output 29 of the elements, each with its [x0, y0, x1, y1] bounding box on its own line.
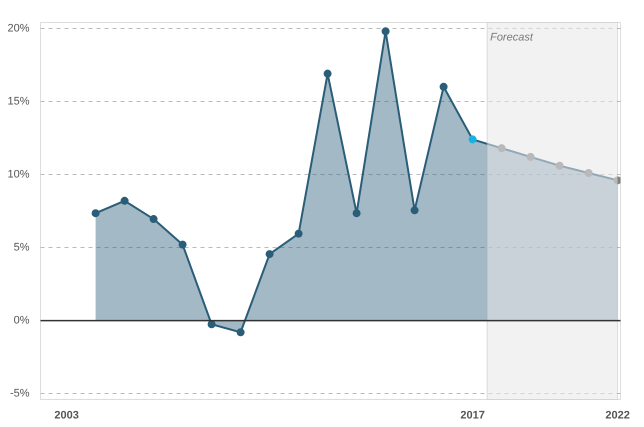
point — [266, 250, 274, 258]
point — [556, 162, 564, 170]
point — [498, 144, 506, 152]
y-tick-label: 20% — [7, 22, 30, 34]
y-tick-label: 5% — [14, 242, 30, 254]
point — [150, 215, 158, 224]
point — [526, 152, 535, 161]
point — [410, 206, 419, 214]
point — [92, 209, 100, 218]
y-tick-label: 15% — [7, 95, 30, 108]
x-tick-label: 2003 — [54, 410, 79, 422]
point — [208, 320, 216, 328]
point — [324, 70, 332, 78]
point — [178, 240, 187, 249]
point — [382, 27, 390, 36]
point — [352, 209, 361, 218]
band-label: Forecast — [490, 32, 534, 44]
point — [468, 135, 477, 144]
x-tick-label: 2017 — [460, 410, 485, 422]
point — [440, 82, 448, 91]
y-tick-label: 10% — [7, 168, 30, 180]
point — [120, 196, 129, 205]
point — [236, 328, 245, 336]
point — [584, 169, 593, 177]
point — [294, 230, 303, 238]
y-tick-label: -5% — [10, 388, 30, 400]
point — [614, 176, 620, 184]
x-tick-label: 2022 — [605, 410, 630, 422]
y-tick-label: 0% — [14, 314, 30, 327]
